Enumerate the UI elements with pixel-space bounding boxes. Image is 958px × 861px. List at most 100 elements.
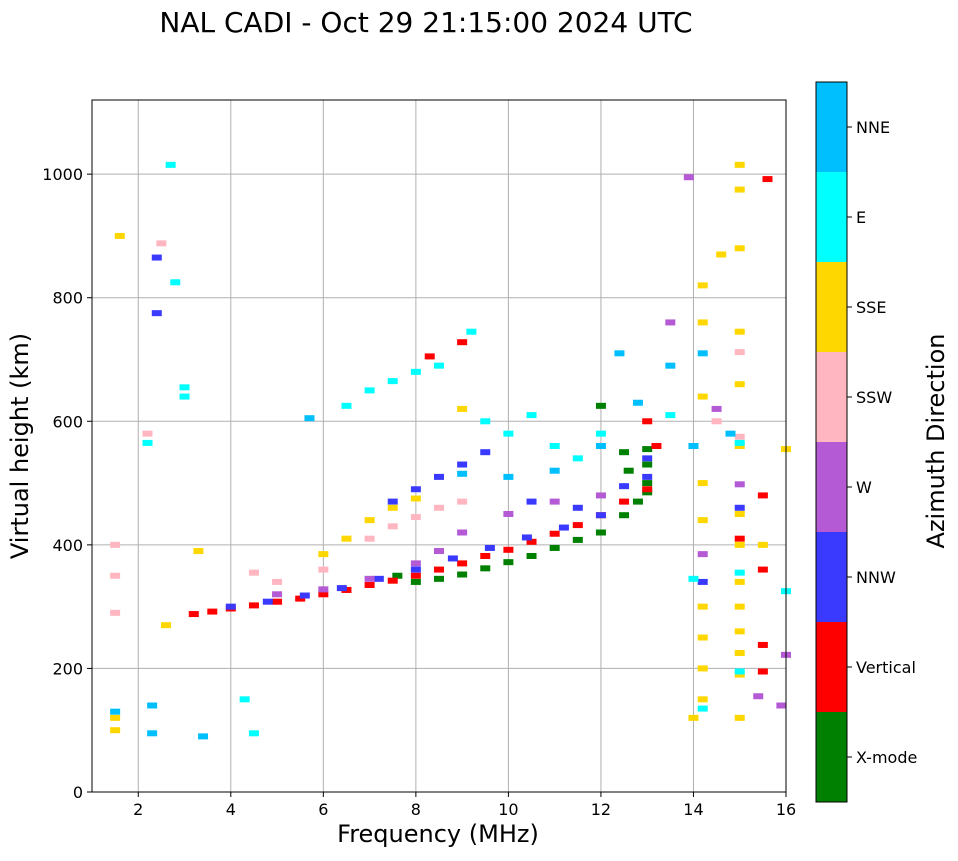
data-point bbox=[142, 430, 153, 437]
data-point bbox=[619, 483, 630, 490]
data-point bbox=[503, 473, 514, 480]
data-point bbox=[697, 705, 708, 712]
y-tick-label: 0 bbox=[73, 783, 83, 802]
data-point bbox=[642, 473, 653, 480]
data-point bbox=[665, 412, 676, 419]
data-point bbox=[753, 693, 764, 700]
data-point bbox=[147, 702, 158, 709]
data-point bbox=[364, 517, 375, 524]
data-point bbox=[318, 586, 329, 593]
data-point bbox=[272, 578, 283, 585]
y-tick-label: 200 bbox=[52, 659, 83, 678]
data-point bbox=[503, 430, 514, 437]
data-point bbox=[725, 430, 736, 437]
y-tick-label: 800 bbox=[52, 289, 83, 308]
series-x-mode bbox=[392, 402, 653, 585]
data-point bbox=[734, 328, 745, 335]
x-tick-label: 16 bbox=[776, 800, 796, 819]
data-point bbox=[642, 489, 653, 496]
data-point bbox=[248, 569, 259, 576]
data-point bbox=[762, 176, 773, 183]
data-point bbox=[697, 665, 708, 672]
data-point bbox=[193, 548, 204, 555]
data-point bbox=[688, 443, 699, 449]
data-point bbox=[434, 575, 444, 582]
data-point bbox=[410, 578, 421, 585]
data-point bbox=[156, 240, 167, 247]
data-point bbox=[665, 362, 676, 369]
data-point bbox=[632, 399, 643, 406]
data-point bbox=[734, 381, 745, 388]
data-point bbox=[697, 551, 708, 558]
data-point bbox=[480, 418, 491, 425]
data-point bbox=[734, 628, 745, 635]
data-point bbox=[179, 384, 190, 391]
data-point bbox=[734, 186, 745, 193]
data-point bbox=[651, 443, 662, 449]
data-point bbox=[734, 603, 745, 610]
data-point bbox=[434, 504, 444, 511]
data-point bbox=[299, 592, 310, 599]
colorbar-tick-label: E bbox=[856, 208, 866, 227]
colorbar-swatch bbox=[816, 622, 847, 712]
data-point bbox=[248, 730, 259, 737]
colorbar-tick-label: W bbox=[856, 478, 872, 497]
data-point bbox=[110, 708, 121, 715]
data-point bbox=[697, 319, 708, 326]
data-point bbox=[457, 470, 468, 477]
data-point bbox=[364, 575, 375, 582]
data-point bbox=[248, 602, 259, 609]
colorbar-swatch bbox=[816, 442, 847, 532]
data-point bbox=[457, 498, 468, 505]
data-point bbox=[387, 577, 398, 584]
data-point bbox=[734, 714, 745, 721]
colorbar-swatch bbox=[816, 352, 847, 442]
data-point bbox=[734, 245, 745, 252]
data-point bbox=[387, 378, 398, 385]
data-point bbox=[161, 622, 172, 629]
data-point bbox=[424, 353, 435, 360]
data-point bbox=[757, 566, 768, 573]
data-point bbox=[207, 608, 218, 615]
data-point bbox=[318, 591, 329, 598]
x-tick-label: 12 bbox=[591, 800, 611, 819]
data-point bbox=[595, 402, 606, 409]
colorbar-frame bbox=[815, 81, 848, 803]
data-point bbox=[688, 575, 699, 582]
data-point bbox=[711, 418, 722, 425]
data-point bbox=[623, 467, 634, 474]
data-point bbox=[165, 161, 176, 168]
data-point bbox=[697, 578, 708, 585]
data-point bbox=[697, 393, 708, 400]
data-point bbox=[225, 603, 236, 610]
data-point bbox=[239, 696, 250, 703]
data-point bbox=[734, 439, 745, 446]
series-nne bbox=[110, 350, 736, 740]
colorbar-tick-label: X-mode bbox=[856, 748, 917, 767]
data-point bbox=[484, 544, 495, 551]
data-point bbox=[734, 504, 745, 511]
data-point bbox=[734, 668, 745, 675]
data-point bbox=[526, 538, 537, 545]
data-point bbox=[734, 161, 745, 168]
data-point bbox=[549, 498, 560, 505]
data-point bbox=[110, 541, 121, 548]
data-point bbox=[697, 634, 708, 641]
data-point bbox=[457, 405, 468, 412]
data-point bbox=[318, 566, 329, 573]
data-point bbox=[757, 668, 768, 675]
data-point bbox=[434, 473, 444, 480]
data-point bbox=[151, 254, 162, 261]
grid bbox=[92, 100, 787, 793]
colorbar-swatch bbox=[816, 82, 847, 172]
data-point bbox=[272, 591, 283, 598]
data-point bbox=[480, 552, 491, 559]
x-axis-label: Frequency (MHz) bbox=[337, 820, 539, 848]
data-point bbox=[595, 492, 606, 499]
colorbar: X-mode Vertical NNW W SSW SSE E NNE bbox=[815, 81, 917, 803]
data-point bbox=[572, 504, 583, 511]
data-point bbox=[457, 529, 468, 536]
data-point bbox=[188, 611, 199, 618]
